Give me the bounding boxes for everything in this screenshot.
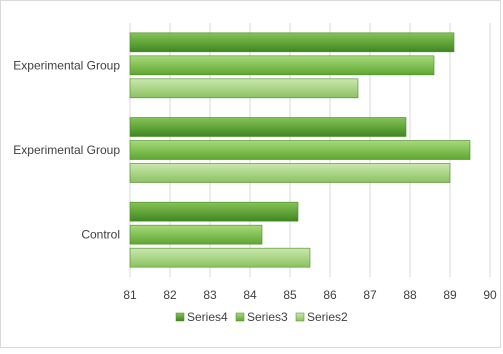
bar-series4-cat0 — [129, 201, 299, 222]
bar-series3-cat0 — [129, 224, 263, 245]
x-tick-label-7: 88 — [403, 288, 417, 302]
category-label-2: Experimental Group — [13, 58, 120, 72]
legend-label-series2: Series2 — [307, 310, 348, 324]
bar-series2-cat0 — [129, 247, 311, 268]
x-tick-label-8: 89 — [443, 288, 457, 302]
bar-series3-cat1 — [129, 140, 471, 160]
x-tick-label-3: 84 — [243, 288, 257, 302]
x-tick-label-6: 87 — [363, 288, 377, 302]
x-tick-label-0: 81 — [123, 288, 137, 302]
bar-series2-cat2 — [129, 78, 359, 99]
x-tick-label-9: 90 — [483, 288, 497, 302]
legend-label-series3: Series3 — [247, 310, 288, 324]
legend-swatch-series4 — [175, 312, 185, 322]
x-tick-label-2: 83 — [203, 288, 217, 302]
bar-series4-cat2 — [129, 32, 455, 53]
category-labels: Control Experimental Group Experimental Gr… — [13, 58, 120, 241]
legend-swatch-series3 — [235, 312, 245, 322]
bar-chart: Control Experimental Group Experimental Gr… — [13, 23, 497, 324]
x-axis-tick-labels: 81 82 83 84 85 86 87 88 89 90 — [123, 288, 497, 302]
legend-label-series4: Series4 — [187, 310, 228, 324]
bar-series3-cat2 — [129, 55, 435, 76]
x-tick-label-1: 82 — [163, 288, 177, 302]
bar-series4-cat1 — [129, 117, 407, 137]
bar-series2-cat1 — [129, 163, 451, 183]
bars — [129, 32, 471, 268]
legend: Series4 Series3 Series2 — [175, 310, 348, 324]
chart-frame: Control Experimental Group Experimental Gr… — [0, 0, 501, 348]
x-tick-label-4: 85 — [283, 288, 297, 302]
legend-swatch-series2 — [295, 312, 305, 322]
category-label-0: Control — [81, 228, 120, 242]
x-tick-label-5: 86 — [323, 288, 337, 302]
category-label-1: Experimental Group — [13, 143, 120, 157]
